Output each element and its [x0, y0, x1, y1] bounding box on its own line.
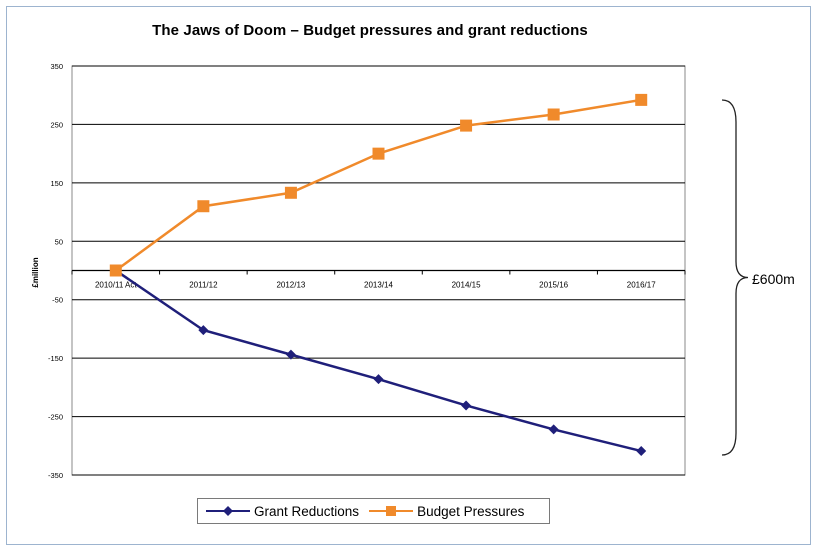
data-point-budget-pressures: [635, 93, 648, 106]
legend-label-grant-reductions: Grant Reductions: [254, 503, 360, 519]
data-point-budget-pressures: [109, 264, 122, 277]
x-tick-label: 2010/11 Act: [95, 281, 137, 290]
x-tick-label: 2016/17: [627, 281, 656, 290]
data-point-grant-reductions: [461, 400, 472, 411]
y-axis-label: £million: [31, 257, 40, 287]
data-point-budget-pressures: [284, 186, 297, 199]
x-tick-label: 2015/16: [539, 281, 568, 290]
data-point-budget-pressures: [460, 119, 473, 132]
y-tick-label: 50: [55, 237, 63, 246]
legend-item-grant-reductions: Grant Reductions: [206, 504, 359, 519]
y-tick-label: 150: [50, 179, 63, 188]
y-tick-label: 350: [50, 62, 63, 71]
difference-annotation: £600m: [752, 271, 795, 287]
y-tick-label: 250: [50, 120, 63, 129]
chart-frame: [6, 6, 811, 545]
y-tick-label: -50: [52, 296, 63, 305]
data-point-budget-pressures: [372, 147, 385, 160]
legend-budget-marker: [369, 506, 414, 516]
series-line-grant-reductions: [115, 269, 642, 453]
data-point-grant-reductions: [198, 325, 209, 336]
x-tick-label: 2013/14: [364, 281, 393, 290]
data-point-grant-reductions: [373, 374, 384, 385]
data-point-budget-pressures: [547, 108, 560, 121]
data-point-grant-reductions: [636, 446, 647, 457]
chart-legend: Grant Reductions Budget Pressures: [197, 498, 550, 524]
data-point-grant-reductions: [285, 349, 296, 360]
data-point-budget-pressures: [197, 200, 210, 213]
y-tick-label: -350: [48, 471, 63, 480]
y-tick-label: -150: [48, 354, 63, 363]
y-tick-label: -250: [48, 413, 63, 422]
x-tick-label: 2011/12: [189, 281, 218, 290]
curly-brace: [721, 99, 749, 456]
chart-title: The Jaws of Doom – Budget pressures and …: [152, 22, 588, 39]
legend-item-budget-pressures: Budget Pressures: [369, 504, 524, 519]
x-tick-label: 2014/15: [452, 281, 481, 290]
series-line-budget-pressures: [115, 98, 642, 272]
x-tick-label: 2012/13: [276, 281, 305, 290]
data-point-grant-reductions: [548, 424, 559, 435]
legend-label-budget-pressures: Budget Pressures: [417, 503, 525, 519]
legend-grant-marker: [206, 506, 250, 516]
